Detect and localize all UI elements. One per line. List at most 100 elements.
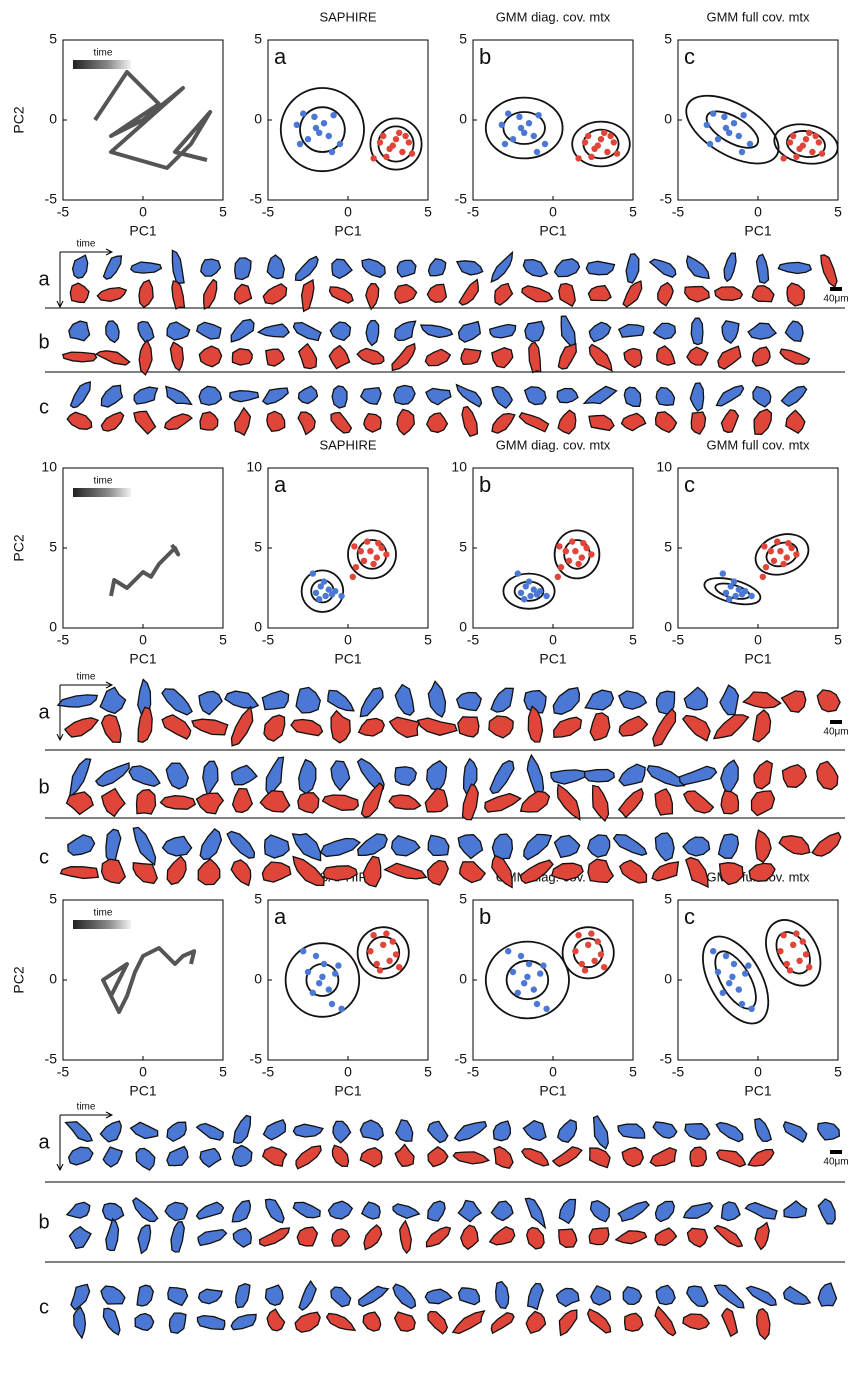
data-point [731, 578, 737, 584]
cell-shape [786, 410, 805, 433]
y-tick-label: 0 [254, 971, 262, 987]
x-tick-label: -5 [57, 1064, 70, 1080]
data-point [816, 139, 822, 145]
cell-shape [589, 415, 614, 430]
cell-shape [71, 1284, 90, 1309]
cell-shape [620, 860, 647, 883]
cell-shape [163, 836, 192, 856]
data-point [531, 986, 537, 992]
cell-shape [650, 259, 676, 277]
data-point [771, 558, 777, 564]
cell-shape [133, 863, 157, 884]
cell-shape [266, 757, 283, 795]
cell-shape [457, 385, 482, 407]
x-tick-label: 5 [219, 204, 227, 220]
cell-shape [522, 286, 553, 302]
y-tick-label: 0 [459, 971, 467, 987]
cell-shape [235, 284, 252, 304]
cell-shape [203, 761, 218, 796]
cell-shape [721, 760, 738, 793]
cell-shape [167, 856, 186, 884]
data-point [809, 149, 815, 155]
data-point [383, 930, 389, 936]
cell-shape [296, 257, 319, 281]
data-point [710, 948, 716, 954]
data-point [780, 932, 786, 938]
cell-shape [359, 718, 385, 736]
data-point [310, 990, 316, 996]
cell-shape [650, 1148, 676, 1166]
cell-shape [167, 322, 190, 340]
data-point [745, 962, 751, 968]
cell-shape [291, 720, 323, 736]
cell-shape [618, 1202, 649, 1222]
data-point [409, 150, 415, 156]
data-point [582, 139, 588, 145]
cell-shape [782, 691, 806, 712]
data-point [806, 130, 812, 136]
data-point [310, 570, 316, 576]
data-point [715, 969, 721, 975]
cell-shape [393, 1284, 416, 1308]
x-tick-label: -5 [467, 204, 480, 220]
y-tick-label: 5 [49, 891, 57, 907]
x-axis-label: PC1 [129, 223, 156, 239]
cell-shape [623, 281, 642, 307]
cell-shape [165, 1202, 187, 1220]
cell-shape [366, 321, 379, 346]
row-label: c [39, 396, 49, 418]
cell-shape [364, 1225, 382, 1250]
cell-shape [363, 1312, 381, 1331]
x-tick-label: 0 [549, 204, 557, 220]
cell-shape [192, 719, 228, 735]
cell-panel: time40μmabc [38, 239, 848, 437]
data-point [803, 136, 809, 142]
data-point [761, 543, 767, 549]
x-axis-label: PC1 [129, 1083, 156, 1099]
y-tick-label: 5 [459, 31, 467, 47]
cell-shape [96, 351, 130, 365]
cell-shape [266, 1199, 285, 1222]
cluster-ellipse [707, 945, 764, 1015]
data-point [748, 1006, 754, 1012]
data-point [601, 130, 607, 136]
cell-shape [199, 691, 222, 714]
cell-shape [551, 770, 586, 784]
data-point [329, 149, 335, 155]
row-label: c [39, 1296, 49, 1318]
cell-shape [619, 691, 647, 709]
data-point [402, 133, 408, 139]
x-tick-label: 5 [834, 1064, 842, 1080]
scale-bar [830, 1150, 842, 1154]
cell-shape [68, 835, 95, 855]
data-point [390, 938, 396, 944]
cell-shape [653, 709, 676, 746]
data-point [582, 967, 588, 973]
data-point [611, 139, 617, 145]
cell-shape [358, 834, 388, 856]
cell-shape [171, 1222, 184, 1252]
cell-shape [714, 715, 749, 739]
cell-shape [67, 412, 91, 429]
cell-shape [264, 715, 285, 741]
cell-shape [624, 387, 641, 406]
cell-shape [200, 829, 221, 860]
x-tick-label: 0 [344, 1064, 352, 1080]
cell-shape [655, 833, 674, 861]
cell-shape [559, 1310, 576, 1335]
time-label: time [77, 672, 96, 683]
cell-shape [362, 259, 385, 277]
cell-shape [225, 691, 258, 708]
data-point [534, 1001, 540, 1007]
cell-shape [418, 718, 457, 735]
cell-shape [785, 321, 803, 341]
cell-shape [360, 1148, 382, 1167]
cell-shape [619, 325, 644, 338]
data-point [526, 961, 532, 967]
cell-shape [658, 283, 674, 306]
data-point [358, 548, 364, 554]
cell-shape [198, 859, 220, 885]
cell-shape [263, 1147, 287, 1166]
panel-letter: c [684, 472, 695, 497]
cell-shape [519, 413, 548, 432]
